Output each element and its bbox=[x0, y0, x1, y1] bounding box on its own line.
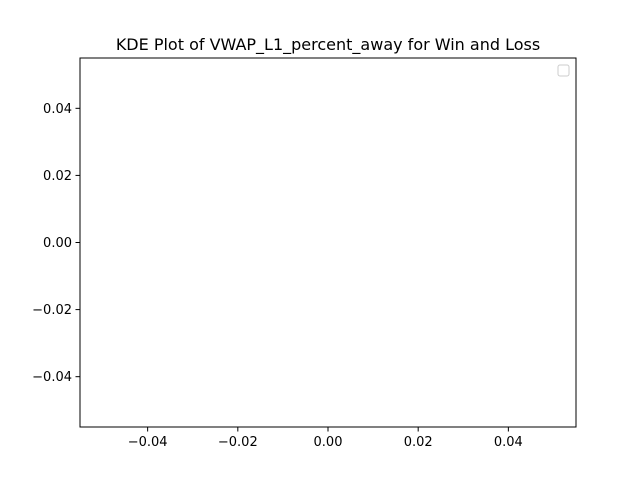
x-tick-label: −0.04 bbox=[128, 435, 168, 450]
y-tick-label: 0.00 bbox=[43, 236, 72, 251]
y-tick-label: −0.04 bbox=[32, 370, 72, 385]
y-tick-label: 0.04 bbox=[43, 102, 72, 117]
legend-box bbox=[557, 64, 570, 77]
y-tick-label: −0.02 bbox=[32, 303, 72, 318]
y-tick-label: 0.02 bbox=[43, 169, 72, 184]
legend bbox=[557, 64, 570, 77]
chart-title: KDE Plot of VWAP_L1_percent_away for Win… bbox=[116, 35, 540, 55]
x-tick-label: 0.02 bbox=[404, 435, 433, 450]
x-tick-label: −0.02 bbox=[218, 435, 258, 450]
x-tick-label: 0.04 bbox=[494, 435, 523, 450]
y-axis: −0.04 −0.02 0.00 0.02 0.04 bbox=[32, 102, 80, 385]
x-axis: −0.04 −0.02 0.00 0.02 0.04 bbox=[128, 427, 523, 450]
x-tick-label: 0.00 bbox=[314, 435, 343, 450]
